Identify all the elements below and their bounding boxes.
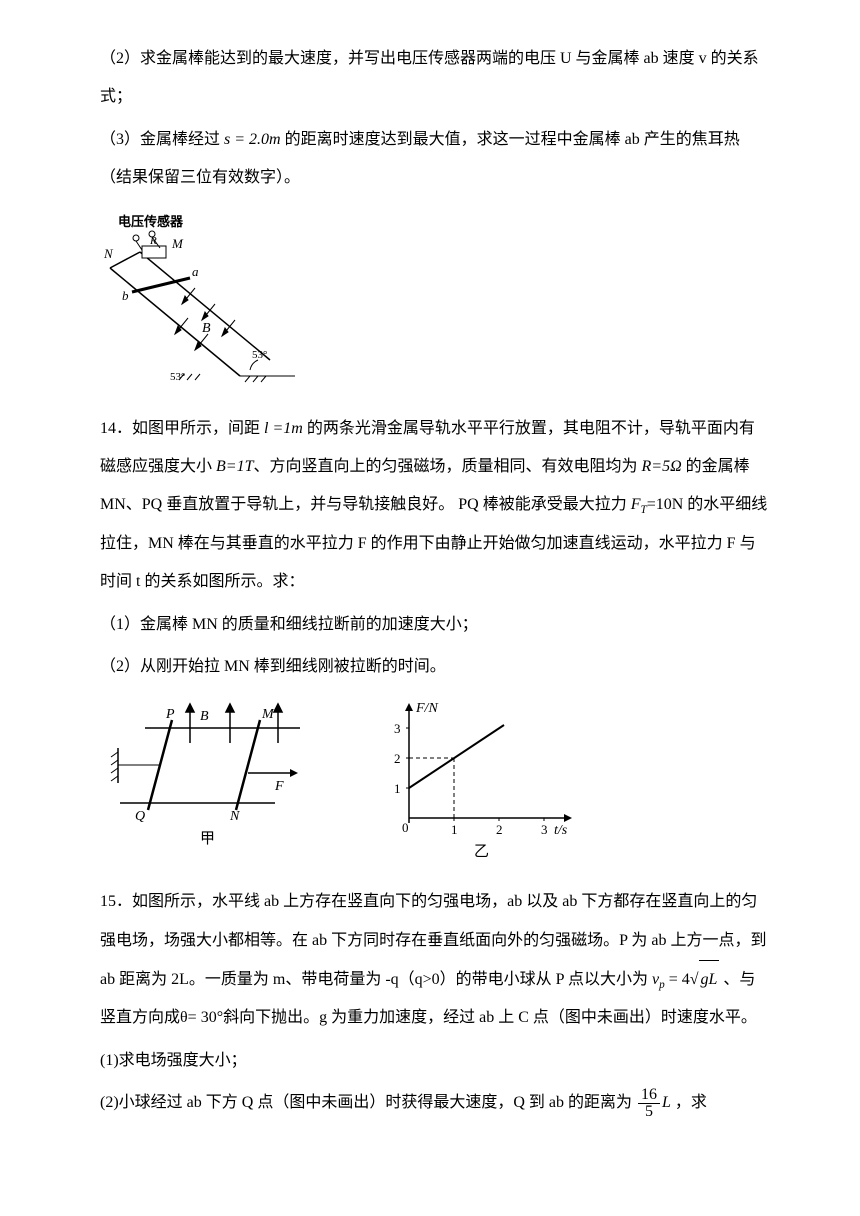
q14-fig-yi: 1 2 3 1 2 3 0 F/N t/s 乙 — [374, 698, 584, 863]
a-label: a — [192, 264, 199, 279]
resistor-box — [142, 246, 166, 258]
q13-inclined-rail-diagram: 电压传感器 R N M b a B 53° — [100, 210, 300, 390]
q14-fig-jia: P M Q N B F 甲 — [100, 698, 320, 863]
q15-num: 15． — [100, 893, 132, 910]
F-label: F — [274, 779, 284, 794]
q14-FT-val: =10N — [647, 496, 684, 513]
sensor-terminal-1 — [133, 235, 139, 241]
B-field-label: B — [202, 321, 211, 336]
sensor-wire-1 — [136, 241, 142, 250]
q14-ic: 、方向竖直向上的匀强磁场，质量相同、有效电阻均为 — [253, 458, 641, 475]
q13-figure: 电压传感器 R N M b a B 53° — [100, 210, 770, 390]
F-axis-label: F/N — [415, 701, 438, 716]
xlabel-3: 3 — [541, 822, 548, 837]
top-edge — [110, 252, 140, 268]
ylabel-1: 1 — [394, 781, 401, 796]
M-label: M — [261, 707, 275, 722]
q14-ia: 如图甲所示，间距 — [132, 420, 264, 437]
wall-hatch — [111, 752, 118, 781]
fig1-caption: 甲 — [200, 831, 215, 847]
q15-s2b: ，求 — [671, 1094, 707, 1111]
q14-intro: 14．如图甲所示，间距 l =1m 的两条光滑金属导轨水平平行放置，其电阻不计，… — [100, 410, 770, 602]
q15-intro: 15．如图所示，水平线 ab 上方存在竖直向下的匀强电场，ab 以及 ab 下方… — [100, 883, 770, 1038]
rail-left — [110, 268, 240, 376]
P-label: P — [165, 707, 175, 722]
xlabel-1: 1 — [451, 822, 458, 837]
q15-sub2: (2)小球经过 ab 下方 Q 点（图中未画出）时获得最大速度，Q 到 ab 的… — [100, 1084, 770, 1122]
q15-vp: vp — [652, 971, 665, 988]
q14-figures: P M Q N B F 甲 — [100, 698, 770, 863]
b-label: b — [122, 288, 129, 303]
N-label: N — [229, 809, 240, 824]
ylabel-3: 3 — [394, 721, 401, 736]
q13-p2-text: （2）求金属棒能达到的最大速度，并写出电压传感器两端的电压 U 与金属棒 ab … — [100, 50, 759, 105]
q14-rail-top-view: P M Q N B F 甲 — [100, 698, 320, 863]
q15-s2-L: L — [662, 1094, 671, 1111]
q13-part2: （2）求金属棒能达到的最大速度，并写出电压传感器两端的电压 U 与金属棒 ab … — [100, 40, 770, 117]
F-arrow-head — [290, 769, 298, 777]
angle-label-2: 53° — [170, 371, 185, 383]
sensor-label: 电压传感器 — [118, 214, 184, 229]
origin-0: 0 — [402, 820, 409, 835]
q14-l: l =1m — [264, 420, 303, 437]
ground-hatch-left — [245, 376, 266, 382]
ylabel-2: 2 — [394, 751, 401, 766]
q13-part3: （3）金属棒经过 s = 2.0m 的距离时速度达到最大值，求这一过程中金属棒 … — [100, 121, 770, 198]
x-arrow — [564, 814, 572, 822]
b-field-arrows — [175, 288, 235, 350]
q15-vpeq: = 4 — [665, 971, 690, 988]
angle-label-1: 53° — [252, 349, 267, 361]
q14-B: B=1T — [216, 458, 253, 475]
q14-F-t-graph: 1 2 3 1 2 3 0 F/N t/s 乙 — [374, 698, 584, 863]
B-label-fig: B — [200, 709, 209, 724]
fraction-16-5: 16 5 — [638, 1087, 660, 1120]
sqrt-gL: √gL — [690, 960, 720, 999]
N-label: N — [103, 246, 114, 261]
q13-p3a: （3）金属棒经过 — [100, 131, 220, 148]
q14-R: R=5Ω — [642, 458, 682, 475]
sensor-terminal-2 — [149, 231, 155, 237]
q13-s-eq: s = 2.0m — [224, 131, 281, 148]
bar-MN — [236, 720, 260, 810]
angle-arc-left — [250, 360, 258, 370]
Q-label: Q — [135, 809, 145, 824]
rail-right — [140, 252, 270, 360]
bar-ab — [132, 278, 190, 292]
q15-sub1: (1)求电场强度大小； — [100, 1042, 770, 1080]
t-axis-label: t/s — [554, 823, 568, 838]
q15-s2a: (2)小球经过 ab 下方 Q 点（图中未画出）时获得最大速度，Q 到 ab 的… — [100, 1094, 632, 1111]
fig2-caption: 乙 — [474, 844, 489, 860]
q14-num: 14． — [100, 420, 132, 437]
y-arrow — [405, 703, 413, 711]
M-label: M — [171, 236, 184, 251]
q14-sub1: （1）金属棒 MN 的质量和细线拉断前的加速度大小； — [100, 606, 770, 644]
graph-line — [409, 725, 504, 788]
q14-sub2: （2）从刚开始拉 MN 棒到细线刚被拉断的时间。 — [100, 648, 770, 686]
xlabel-2: 2 — [496, 822, 503, 837]
